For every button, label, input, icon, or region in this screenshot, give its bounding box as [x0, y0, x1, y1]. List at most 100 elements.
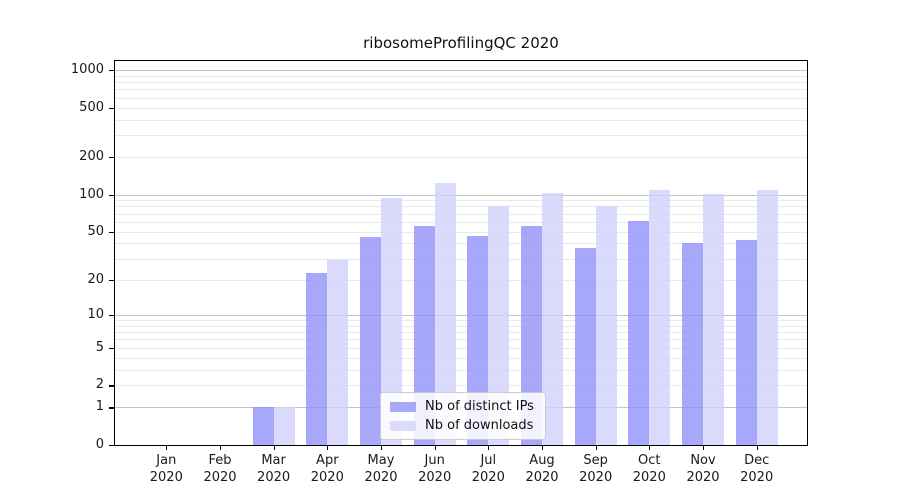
gridline-major: [115, 69, 807, 71]
bar-distinct-ips-oct: [628, 221, 650, 445]
x-axis-tick-label: Jan 2020: [149, 453, 183, 485]
gridline-major: [115, 314, 807, 316]
gridline-minor: [115, 231, 807, 233]
bar-distinct-ips-may: [360, 237, 381, 445]
legend-label: Nb of distinct IPs: [425, 399, 534, 414]
legend-swatch-downloads: [390, 420, 416, 431]
y-tick-mark: [109, 385, 114, 387]
gridline-minor: [115, 119, 807, 121]
y-tick-mark: [109, 107, 114, 109]
legend-swatch-distinct-ips: [390, 401, 416, 412]
plot-area: Nb of distinct IPs Nb of downloads: [114, 60, 808, 446]
y-tick-mark: [109, 314, 114, 316]
bar-downloads-oct: [649, 190, 671, 445]
x-tick-mark: [595, 446, 597, 450]
y-tick-mark: [109, 279, 114, 281]
bar-distinct-ips-aug: [521, 225, 542, 445]
gridline-minor: [115, 339, 807, 341]
gridline-minor: [115, 200, 807, 202]
x-tick-mark: [166, 446, 168, 450]
x-tick-mark: [703, 446, 705, 450]
bar-downloads-may: [381, 198, 402, 445]
chart-title: ribosomeProfilingQC 2020: [363, 34, 559, 52]
y-axis-tick-label: 20: [87, 271, 104, 287]
y-tick-mark: [109, 231, 114, 233]
gridline-minor: [115, 213, 807, 215]
x-axis-tick-label: Jun 2020: [418, 453, 452, 485]
y-axis-tick-label: 100: [79, 186, 104, 202]
gridline-minor: [115, 279, 807, 281]
y-axis-tick-label: 5: [95, 339, 104, 355]
bar-downloads-nov: [703, 193, 724, 445]
y-axis-tick-label: 200: [79, 149, 104, 165]
gridline-minor: [115, 243, 807, 245]
x-axis-tick-label: Oct 2020: [632, 453, 666, 485]
x-tick-mark: [756, 446, 758, 450]
x-tick-mark: [542, 446, 544, 450]
y-tick-mark: [109, 69, 114, 72]
y-tick-mark: [109, 157, 114, 159]
x-tick-mark: [273, 446, 275, 450]
x-axis-tick-label: Aug 2020: [525, 453, 559, 485]
y-tick-mark: [109, 347, 114, 349]
x-tick-mark: [220, 446, 222, 450]
gridline-minor: [115, 107, 807, 109]
gridline-minor: [115, 221, 807, 223]
bar-distinct-ips-apr: [306, 272, 328, 445]
legend-item: Nb of distinct IPs: [390, 399, 534, 414]
x-tick-mark: [327, 446, 329, 450]
legend-label: Nb of downloads: [425, 418, 534, 433]
y-axis-tick-label: 500: [79, 99, 104, 115]
gridline-minor: [115, 206, 807, 208]
gridline-minor: [115, 369, 807, 371]
bar-downloads-apr: [327, 260, 349, 445]
bar-distinct-ips-dec: [735, 239, 757, 445]
legend-item: Nb of downloads: [390, 418, 534, 433]
y-axis-tick-label: 50: [87, 223, 104, 239]
bar-downloads-mar: [273, 407, 295, 445]
y-axis-tick-label: 1: [95, 399, 104, 415]
x-tick-mark: [381, 446, 383, 450]
x-axis-tick-label: Mar 2020: [257, 453, 291, 485]
x-tick-mark: [434, 446, 436, 450]
x-tick-mark: [488, 446, 490, 450]
gridline-minor: [115, 320, 807, 321]
bar-distinct-ips-mar: [252, 407, 274, 445]
bar-downloads-jun: [434, 182, 456, 445]
x-axis-tick-label: Jul 2020: [471, 453, 505, 485]
bar-distinct-ips-jun: [413, 225, 435, 445]
y-axis-tick-label: 10: [87, 306, 104, 322]
bar-distinct-ips-nov: [682, 243, 703, 445]
y-axis-tick-label: 2: [95, 377, 104, 393]
y-axis-tick-label: 0: [95, 437, 104, 452]
x-axis-tick-label: Apr 2020: [310, 453, 344, 485]
x-tick-mark: [649, 446, 651, 450]
legend: Nb of distinct IPs Nb of downloads: [380, 392, 546, 440]
gridline-minor: [115, 385, 807, 387]
x-axis-tick-label: Dec 2020: [740, 453, 774, 485]
bar-downloads-sep: [595, 206, 617, 445]
x-axis-tick-label: Feb 2020: [203, 453, 237, 485]
bar-downloads-dec: [756, 189, 778, 445]
gridline-minor: [115, 332, 807, 334]
gridline-minor: [115, 135, 807, 137]
gridline-minor: [115, 157, 807, 159]
y-tick-mark: [109, 445, 114, 447]
bar-downloads-aug: [542, 193, 563, 445]
y-tick-mark: [109, 407, 114, 409]
bar-distinct-ips-sep: [574, 247, 596, 445]
y-axis-tick-label: 1000: [70, 61, 104, 77]
bar-downloads-jul: [488, 206, 510, 445]
gridline-minor: [115, 82, 807, 83]
y-tick-mark: [109, 194, 114, 196]
x-axis-tick-label: Sep 2020: [579, 453, 613, 485]
gridline-minor: [115, 258, 807, 260]
gridline-minor: [115, 347, 807, 349]
gridline-minor: [115, 89, 807, 91]
x-axis-tick-label: Nov 2020: [686, 453, 720, 485]
gridline-minor: [115, 357, 807, 359]
gridline-major: [115, 194, 807, 196]
gridline-minor: [115, 325, 807, 327]
gridline-minor: [115, 75, 807, 77]
